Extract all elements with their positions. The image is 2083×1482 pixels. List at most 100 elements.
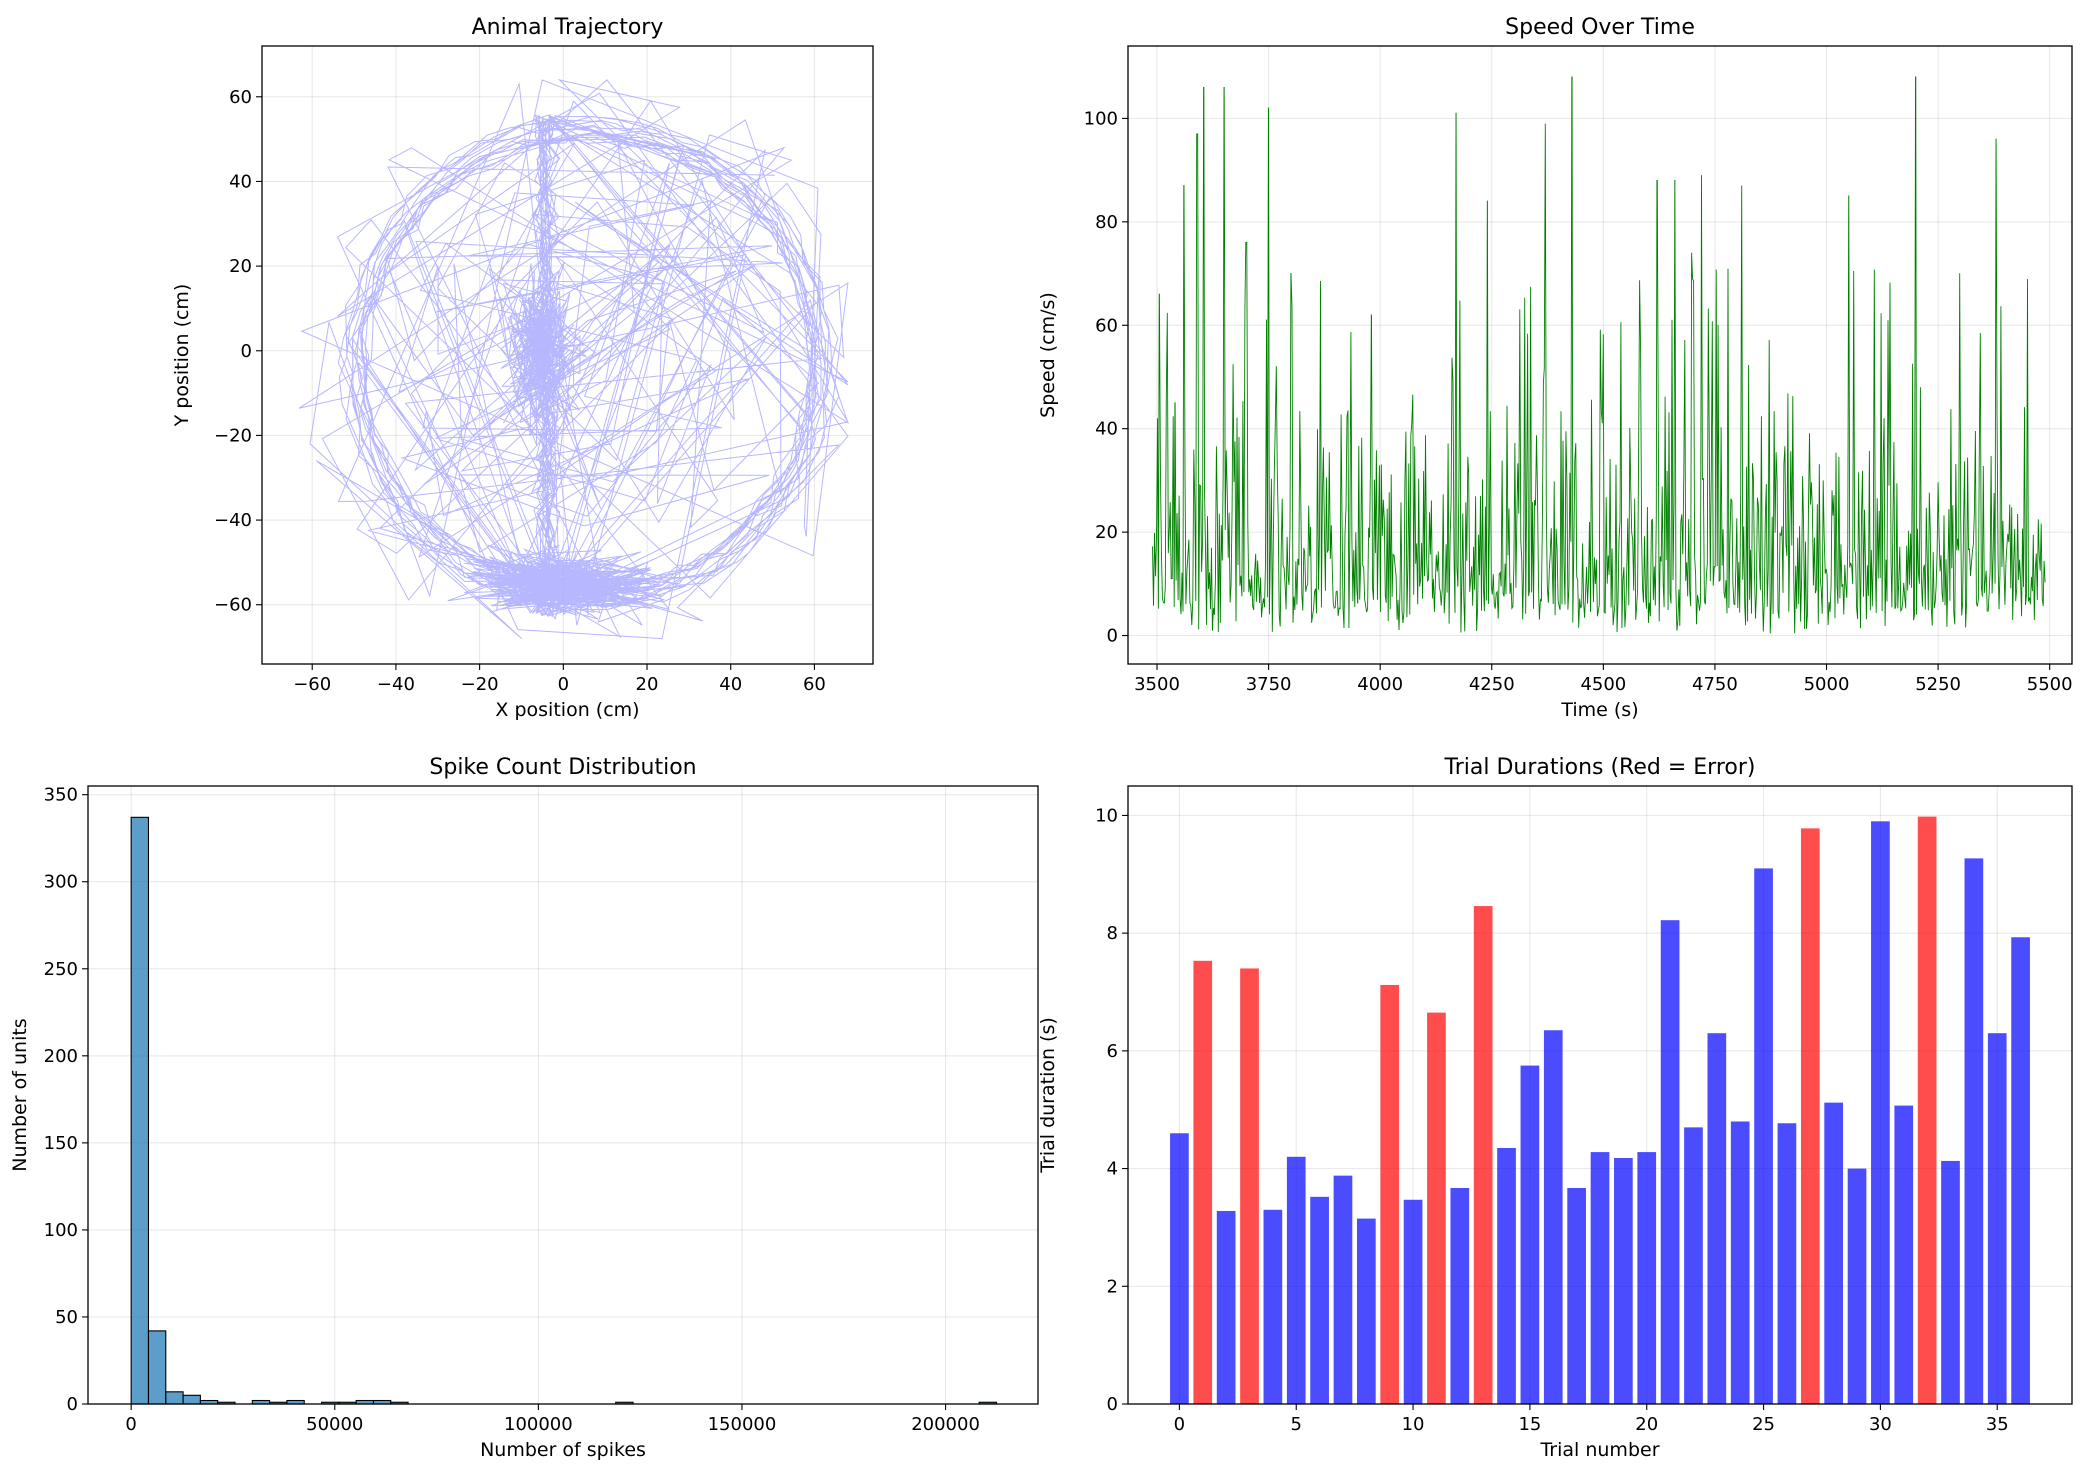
correct-trial-bar (1871, 821, 1890, 1404)
trajectory-ticks: −60 −40 −20 0 20 40 60 −60 −40 −20 0 20 40 60 (214, 87, 826, 695)
correct-trial-bar (1567, 1187, 1586, 1404)
y-tick-label: 8 (1107, 923, 1118, 944)
error-trial-bar (1800, 828, 1820, 1404)
x-tick-label: 4000 (1357, 674, 1403, 695)
x-tick-label: 100000 (504, 1414, 573, 1435)
y-tick-label: 300 (44, 872, 78, 893)
y-tick-label: −40 (214, 510, 252, 531)
spike_hist-xlabel: Number of spikes (480, 1439, 646, 1461)
x-tick-label: 3750 (1246, 674, 1292, 695)
correct-trial-bar (1637, 1152, 1657, 1404)
y-tick-label: 2 (1107, 1276, 1118, 1297)
histogram-bar (147, 1330, 167, 1405)
error-trial-bar (1193, 960, 1213, 1404)
correct-trial-bar (1777, 1123, 1797, 1404)
correct-trial-bar (1216, 1210, 1236, 1404)
correct-trial-bar (1824, 1102, 1844, 1404)
correct-trial-bar (1450, 1187, 1470, 1404)
y-tick-label: 200 (44, 1046, 78, 1067)
speed-frame (1127, 45, 2073, 665)
correct-trial-bar (1894, 1105, 1914, 1404)
trial_durations-ticks: 0 5 10 15 20 25 30 35 0 2 4 6 8 10 (1095, 805, 2009, 1435)
spike_hist-grid (88, 786, 1038, 1405)
correct-trial-bar (1684, 1127, 1703, 1404)
trial_durations-title: Trial Durations (Red = Error) (1444, 755, 1756, 780)
correct-trial-bar (1497, 1147, 1516, 1404)
x-tick-label: 5 (1291, 1414, 1302, 1435)
x-tick-label: 20 (1635, 1414, 1658, 1435)
x-tick-label: 60 (803, 674, 826, 695)
correct-trial-bar (1987, 1033, 2007, 1404)
trajectory-chart: −60 −40 −20 0 20 40 60 −60 −40 −20 0 20 40 60 Animal T… (171, 15, 874, 721)
x-tick-label: −40 (377, 674, 415, 695)
speed-chart: 3500 3750 4000 4250 4500 4750 5000 5250 5500 0 20 4… (1037, 15, 2073, 721)
x-tick-label: 35 (1986, 1414, 2009, 1435)
correct-trial-bar (1590, 1152, 1610, 1404)
trial_durations-xlabel: Trial number (1539, 1439, 1659, 1461)
correct-trial-bar (1754, 868, 1773, 1404)
trial_durations-frame (1127, 785, 2073, 1405)
error-trial-bar (1380, 984, 1400, 1404)
y-tick-label: 0 (1107, 1394, 1118, 1415)
correct-trial-bar (1941, 1160, 1960, 1404)
x-tick-label: 20 (636, 674, 659, 695)
spike_hist-frame (87, 785, 1039, 1405)
speed-title: Speed Over Time (1505, 15, 1695, 40)
x-tick-label: 25 (1752, 1414, 1775, 1435)
spike_hist-ticks: 0 50000 100000 150000 200000 0 50 100 150 200 250 3… (44, 785, 980, 1435)
y-tick-label: 40 (229, 171, 252, 192)
x-tick-label: 50000 (306, 1414, 363, 1435)
x-tick-label: 0 (125, 1414, 136, 1435)
y-tick-label: 80 (1095, 212, 1118, 233)
y-tick-label: 10 (1095, 805, 1118, 826)
error-trial-bar (1917, 816, 1937, 1404)
spike_hist-chart: 0 50000 100000 150000 200000 0 50 100 150 200 250 3… (9, 755, 1039, 1461)
y-tick-label: 0 (67, 1394, 78, 1415)
correct-trial-bar (1286, 1156, 1306, 1404)
trajectory-grid (262, 46, 873, 664)
correct-trial-bar (2011, 937, 2030, 1404)
y-tick-label: 6 (1107, 1041, 1118, 1062)
trajectory-title: Animal Trajectory (472, 15, 664, 40)
spike_hist-plot-area (130, 816, 998, 1405)
correct-trial-bar (1964, 858, 1984, 1404)
correct-trial-bar (1170, 1133, 1189, 1404)
x-tick-label: 0 (558, 674, 569, 695)
x-tick-label: 15 (1518, 1414, 1541, 1435)
correct-trial-bar (1263, 1209, 1283, 1404)
correct-trial-bar (1730, 1121, 1750, 1404)
y-tick-label: 60 (1095, 315, 1118, 336)
correct-trial-bar (1333, 1175, 1353, 1404)
x-tick-label: 10 (1402, 1414, 1425, 1435)
y-tick-label: 20 (229, 256, 252, 277)
trial_durations-plot-area (1170, 816, 2030, 1404)
trial_durations-ylabel: Trial duration (s) (1037, 1017, 1059, 1174)
x-tick-label: 200000 (911, 1414, 980, 1435)
trajectory-ylabel: Y position (cm) (171, 284, 193, 428)
correct-trial-bar (1543, 1030, 1563, 1404)
y-tick-label: 350 (44, 785, 78, 806)
x-tick-label: 5250 (1915, 674, 1961, 695)
error-trial-bar (1240, 968, 1259, 1404)
y-tick-label: 100 (1084, 108, 1118, 129)
correct-trial-bar (1310, 1196, 1329, 1404)
spike_hist-ylabel: Number of units (9, 1018, 31, 1171)
y-tick-label: 20 (1095, 522, 1118, 543)
error-trial-bar (1427, 1012, 1446, 1404)
y-tick-label: 250 (44, 959, 78, 980)
correct-trial-bar (1847, 1168, 1867, 1404)
x-tick-label: 4750 (1692, 674, 1738, 695)
histogram-bar (165, 1391, 184, 1405)
x-tick-label: 40 (719, 674, 742, 695)
trajectory-frame (261, 45, 874, 665)
y-tick-label: 100 (44, 1220, 78, 1241)
error-trial-bar (1473, 906, 1493, 1404)
histogram-bar (182, 1394, 201, 1405)
x-tick-label: −60 (293, 674, 331, 695)
x-tick-label: 30 (1869, 1414, 1892, 1435)
speed-xlabel: Time (s) (1560, 699, 1638, 721)
x-tick-label: 4250 (1469, 674, 1515, 695)
speed-line (1152, 76, 2046, 634)
y-tick-label: 150 (44, 1133, 78, 1154)
